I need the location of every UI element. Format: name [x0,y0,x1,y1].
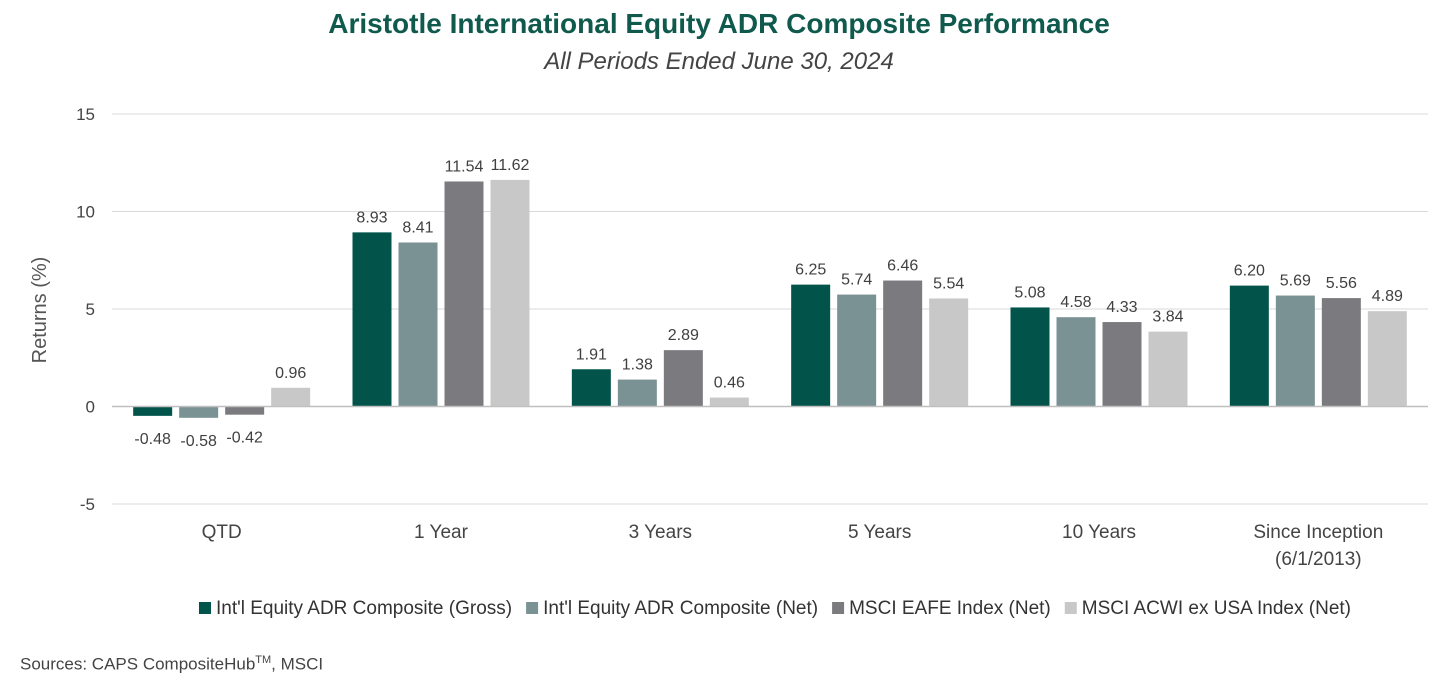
x-category-label: 3 Years [629,522,692,543]
bar-chart: -5 0 5 10 15 Returns (%) -0.48 -0.58 -0.42 0.96… [29,105,1428,619]
sources-trademark: TM [255,654,272,666]
sources-prefix: Sources: CAPS CompositeHub [20,654,256,674]
x-axis-categories: QTD 1 Year 3 Years 5 Years 10 Years Since Inc… [202,522,1384,570]
bar [1148,331,1188,407]
data-label: -0.42 [226,430,263,447]
bar [791,284,831,407]
data-label: 8.41 [402,220,433,237]
bar [571,369,611,407]
x-category-label: (6/1/2013) [1275,549,1362,570]
bars [133,179,1407,418]
bar [1367,311,1407,407]
data-label: 1.91 [576,346,607,363]
bar [352,232,392,407]
data-labels: -0.48 -0.58 -0.42 0.96 8.93 8.41 11.54 11.62 1.9… [134,157,1403,450]
sources-suffix: , MSCI [271,654,324,674]
bar [1102,322,1142,407]
data-label: 6.46 [887,258,918,275]
legend: Int'l Equity ADR Composite (Gross) Int'l … [198,598,1351,619]
data-label: 11.62 [491,157,530,174]
bar [225,406,265,415]
data-label: 6.20 [1234,263,1265,280]
data-label: 4.89 [1372,288,1403,305]
bar [1275,295,1315,407]
bar [398,242,438,407]
legend-swatch [832,602,845,614]
chart-subtitle: All Periods Ended June 30, 2024 [544,48,894,75]
data-label: 8.93 [356,209,387,226]
legend-label: MSCI ACWI ex USA Index (Net) [1082,598,1351,619]
data-label: 4.58 [1060,294,1091,311]
bar [1321,298,1361,407]
data-label: 0.96 [275,365,306,382]
bar [133,406,173,416]
data-label: 5.08 [1014,284,1045,301]
y-tick-label: 0 [86,398,95,417]
data-label: -0.48 [134,431,171,448]
data-label: -0.58 [180,433,217,450]
gridlines [112,113,1428,505]
y-tick-label: 15 [76,105,95,124]
x-category-label: 10 Years [1062,522,1136,543]
y-tick-label: 5 [86,300,95,319]
data-label: 1.38 [622,357,653,374]
bar [444,181,484,407]
sources-note: Sources: CAPS CompositeHubTM, MSCI [20,654,323,675]
y-tick-label: -5 [80,495,95,514]
data-label: 5.54 [933,275,964,292]
legend-label: MSCI EAFE Index (Net) [849,598,1051,619]
bar [837,294,877,407]
bar [1056,317,1096,407]
bar [1229,285,1269,407]
bar [1010,307,1050,407]
data-label: 2.89 [668,327,699,344]
x-category-label: Since Inception [1253,522,1383,543]
bar [883,280,923,407]
legend-swatch [1064,602,1077,614]
bar [709,397,749,407]
legend-swatch [526,602,539,614]
x-category-label: 1 Year [414,522,469,543]
legend-swatch [198,602,211,614]
y-axis-label: Returns (%) [29,257,51,364]
chart-title: Aristotle International Equity ADR Compo… [328,8,1110,39]
y-axis-ticks: -5 0 5 10 15 [76,105,95,514]
data-label: 5.74 [841,272,872,289]
data-label: 11.54 [445,158,484,175]
data-label: 0.46 [714,375,745,392]
bar [490,179,530,407]
data-label: 5.56 [1326,275,1357,292]
legend-label: Int'l Equity ADR Composite (Gross) [216,598,512,619]
legend-label: Int'l Equity ADR Composite (Net) [543,598,818,619]
data-label: 6.25 [795,262,826,279]
bar [271,387,311,407]
data-label: 4.33 [1106,299,1137,316]
y-tick-label: 10 [76,203,95,222]
x-category-label: QTD [202,522,242,543]
bar [929,298,969,407]
x-category-label: 5 Years [848,522,911,543]
bar [663,350,703,407]
bar [179,406,219,418]
data-label: 5.69 [1280,273,1311,290]
bar [617,379,657,407]
data-label: 3.84 [1152,309,1183,326]
